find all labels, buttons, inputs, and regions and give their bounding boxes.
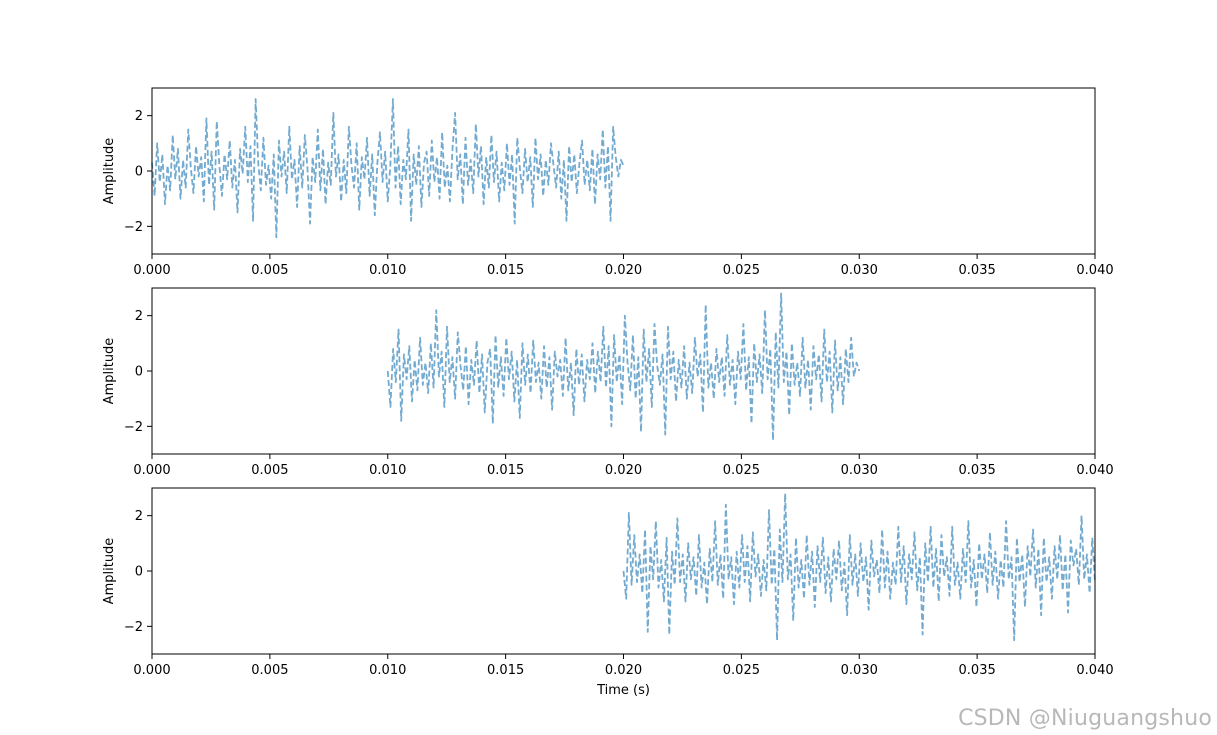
y-tick-label: −2 [124, 620, 143, 635]
x-tick-label: 0.020 [605, 263, 642, 278]
x-tick-label: 0.025 [723, 263, 760, 278]
y-tick-label: 2 [135, 309, 143, 324]
series-line-0 [622, 492, 1096, 642]
y-tick-label: 0 [135, 365, 143, 380]
x-tick-label: 0.010 [369, 263, 406, 278]
subplot-top: 0.000 0.005 0.010 0.015 0.020 0.025 0.030 0.035… [102, 87, 1114, 278]
x-tick-label: 0.000 [133, 463, 170, 478]
x-tick-label: 0.005 [251, 663, 288, 678]
x-tick-label: 0.005 [251, 263, 288, 278]
x-tick-label: 0.005 [251, 463, 288, 478]
x-tick-label: 0.025 [723, 663, 760, 678]
x-tick-label: 0.035 [959, 263, 996, 278]
y-tick-label: −2 [124, 220, 143, 235]
x-tick-label: 0.010 [369, 463, 406, 478]
x-tick-label: 0.030 [841, 463, 878, 478]
x-tick-label: 0.030 [841, 263, 878, 278]
y-tick-label: 2 [135, 109, 143, 124]
y-axis-label: Amplitude [102, 538, 117, 605]
x-tick-label: 0.000 [133, 263, 170, 278]
x-tick-label: 0.040 [1076, 663, 1113, 678]
x-tick-label: 0.020 [605, 463, 642, 478]
x-tick-label: 0.000 [133, 663, 170, 678]
x-tick-label: 0.015 [487, 663, 524, 678]
x-tick-label: 0.015 [487, 263, 524, 278]
series-line-0 [386, 292, 861, 442]
x-axis-label: Time (s) [596, 683, 650, 698]
axes-frame [151, 87, 1096, 255]
y-tick-label: 0 [135, 565, 143, 580]
y-tick-label: 2 [135, 509, 143, 524]
x-tick-label: 0.020 [605, 663, 642, 678]
subplot-middle: 0.000 0.005 0.010 0.015 0.020 0.025 0.030 0.035… [102, 287, 1114, 478]
x-tick-label: 0.035 [959, 663, 996, 678]
x-tick-label: 0.030 [841, 663, 878, 678]
watermark: CSDN @Niuguangshuo [958, 706, 1212, 731]
series-line-0 [151, 98, 625, 239]
x-tick-label: 0.040 [1076, 463, 1113, 478]
x-tick-label: 0.040 [1076, 263, 1113, 278]
subplot-bottom: 0.000 0.005 0.010 0.015 0.020 0.025 0.030 0.035… [102, 487, 1114, 698]
y-tick-label: 0 [135, 165, 143, 180]
x-tick-label: 0.025 [723, 463, 760, 478]
y-axis-label: Amplitude [102, 138, 117, 205]
x-tick-label: 0.015 [487, 463, 524, 478]
y-tick-label: −2 [124, 420, 143, 435]
x-tick-label: 0.010 [369, 663, 406, 678]
x-tick-label: 0.035 [959, 463, 996, 478]
y-axis-label: Amplitude [102, 338, 117, 405]
